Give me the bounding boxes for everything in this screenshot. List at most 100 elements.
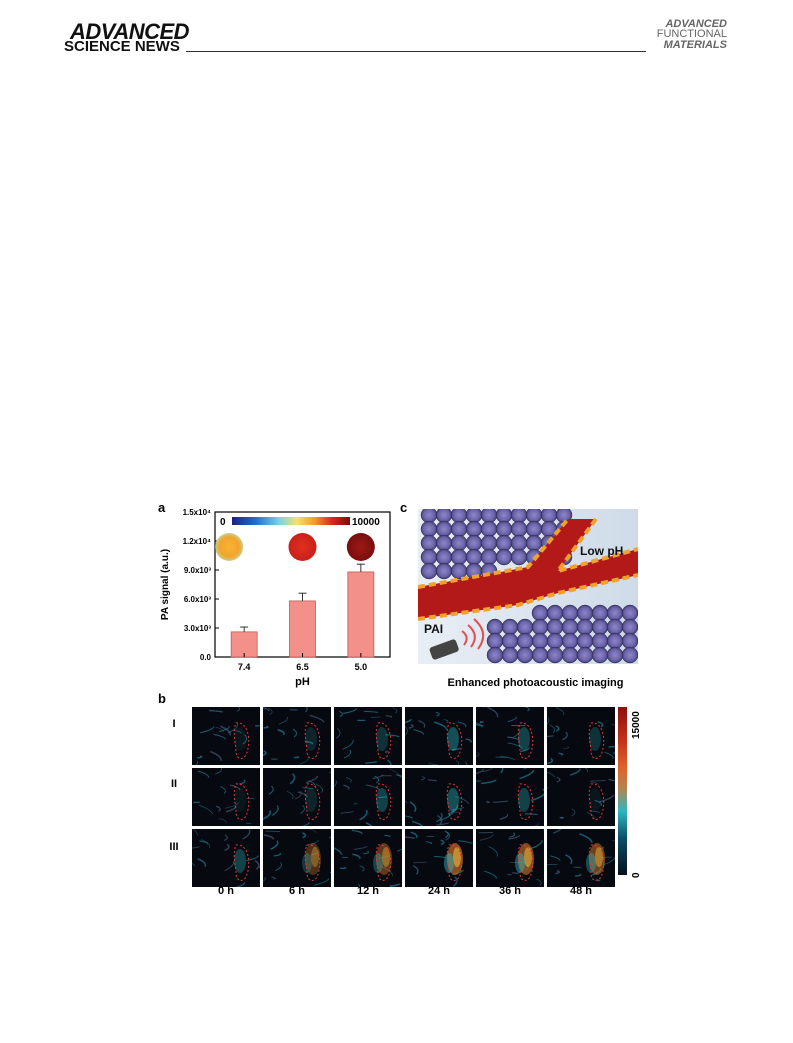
tumor-cell — [420, 520, 438, 538]
tumor-cell — [501, 632, 519, 650]
row-label-1: I — [172, 718, 176, 730]
tumor-cell — [510, 520, 528, 538]
x-tick-label: 5.0 — [355, 662, 368, 672]
pa-image-tile — [476, 829, 544, 887]
tumor-cell — [501, 618, 519, 636]
journal-logo-line1: ADVANCED — [665, 18, 727, 30]
ultrasound-probe — [429, 618, 485, 660]
panel-c-label: c — [400, 500, 408, 515]
inset-colorbar-min: 0 — [220, 517, 226, 528]
pa-image-tile — [547, 768, 615, 826]
tumor-cell — [435, 548, 453, 566]
y-tick-label: 9.0x10³ — [184, 566, 211, 575]
tumor-cell — [576, 632, 594, 650]
pa-image-tile — [405, 829, 473, 887]
tumor-cell — [420, 534, 438, 552]
time-label-6h: 6 h — [289, 885, 305, 897]
tumor-cell — [591, 604, 609, 622]
pai-label: PAI — [424, 622, 444, 636]
journal-logo: ADVANCED FUNCTIONAL MATERIALS — [656, 18, 727, 50]
tumor-cell — [516, 646, 534, 664]
tumor-cell — [495, 520, 513, 538]
tumor-outline — [233, 844, 250, 881]
y-tick-label: 3.0x10³ — [184, 624, 211, 633]
header-rule — [186, 51, 646, 52]
page-header: ADVANCED SCIENCE NEWS ADVANCED FUNCTIONA… — [0, 0, 793, 60]
y-tick-label: 6.0x10³ — [184, 595, 211, 604]
tumor-cell — [576, 618, 594, 636]
tumor-cell — [621, 618, 638, 636]
bar-7.4 — [230, 631, 258, 658]
tumor-cell — [546, 604, 564, 622]
journal-logo-line2: FUNCTIONAL — [656, 28, 727, 41]
pa-colorbar-max: 15000 — [631, 711, 642, 739]
well-image-5.0 — [346, 533, 375, 561]
tumor-outline — [588, 844, 605, 881]
tumor-cell — [546, 618, 564, 636]
low-ph-label: Low pH — [580, 544, 624, 558]
tumor-cell — [606, 632, 624, 650]
tumor-outline — [304, 783, 321, 820]
tumor-outline — [588, 783, 605, 820]
tumor-cell — [531, 618, 549, 636]
tumor-cell — [465, 520, 483, 538]
tumor-outline — [304, 722, 321, 759]
tumor-cell — [591, 618, 609, 636]
tumor-outline — [233, 783, 250, 820]
tumor-outline — [517, 722, 534, 759]
tumor-cell — [486, 632, 504, 650]
tumor-cell — [516, 618, 534, 636]
pa-image-tile — [334, 829, 402, 887]
row-label-2: II — [170, 778, 178, 790]
tumor-cell — [546, 632, 564, 650]
well-image-6.5 — [288, 533, 317, 561]
bar-6.5 — [289, 600, 316, 658]
y-tick-label: 1.5x10⁴ — [183, 508, 211, 517]
pa-image-tile — [263, 829, 331, 887]
tumor-cell — [420, 562, 438, 580]
tumor-cell — [435, 562, 453, 580]
tumor-cell — [486, 618, 504, 636]
tumor-cell — [510, 534, 528, 552]
tumor-cell — [561, 618, 579, 636]
y-axis-label: PA signal (a.u.) — [160, 549, 171, 620]
ph-bar-chart: 0.0 3.0x10³ 6.0x10³ 9.0x10³ 1.2x10⁴ 1.5x10⁴ PA… — [160, 508, 391, 688]
tumor-cell — [480, 520, 498, 538]
tumor-cell — [606, 618, 624, 636]
tumor-cell — [576, 646, 594, 664]
tumor-outline — [446, 783, 463, 820]
tumor-cell — [450, 534, 468, 552]
tumor-cell — [621, 632, 638, 650]
pa-image-tile — [263, 707, 331, 765]
tumor-outline — [446, 844, 463, 881]
panel-b-label: b — [158, 691, 166, 706]
pa-image-tile — [334, 768, 402, 826]
time-label-36h: 36 h — [498, 885, 521, 897]
pa-image-tile — [192, 768, 260, 826]
tumor-outline — [375, 783, 392, 820]
tumor-illustration: Low pH PAI — [418, 509, 638, 664]
x-axis-label: pH — [295, 676, 310, 688]
x-tick-label: 6.5 — [296, 662, 309, 672]
tumor-cell — [621, 646, 638, 664]
tumor-cell — [561, 632, 579, 650]
panel-c-caption: Enhanced photoacoustic imaging — [447, 677, 624, 689]
tumor-cell — [576, 604, 594, 622]
tumor-cell — [486, 646, 504, 664]
tumor-outline — [517, 844, 534, 881]
tumor-cell — [495, 548, 513, 566]
tumor-cell — [450, 548, 468, 566]
pa-colorbar-min: 0 — [631, 872, 642, 878]
inset-colorbar-max: 10000 — [352, 517, 380, 528]
tumor-outline — [375, 722, 392, 759]
y-tick-label: 0.0 — [200, 653, 212, 662]
pa-image-tile — [547, 829, 615, 887]
pa-image-tile — [334, 707, 402, 765]
tumor-outline — [446, 722, 463, 759]
pa-image-tile — [476, 707, 544, 765]
y-tick-label: 1.2x10⁴ — [183, 537, 211, 546]
tumor-vessel-graphic — [418, 509, 638, 664]
panel-a-label: a — [158, 500, 166, 515]
tumor-cell — [516, 632, 534, 650]
pa-image-tile — [192, 707, 260, 765]
